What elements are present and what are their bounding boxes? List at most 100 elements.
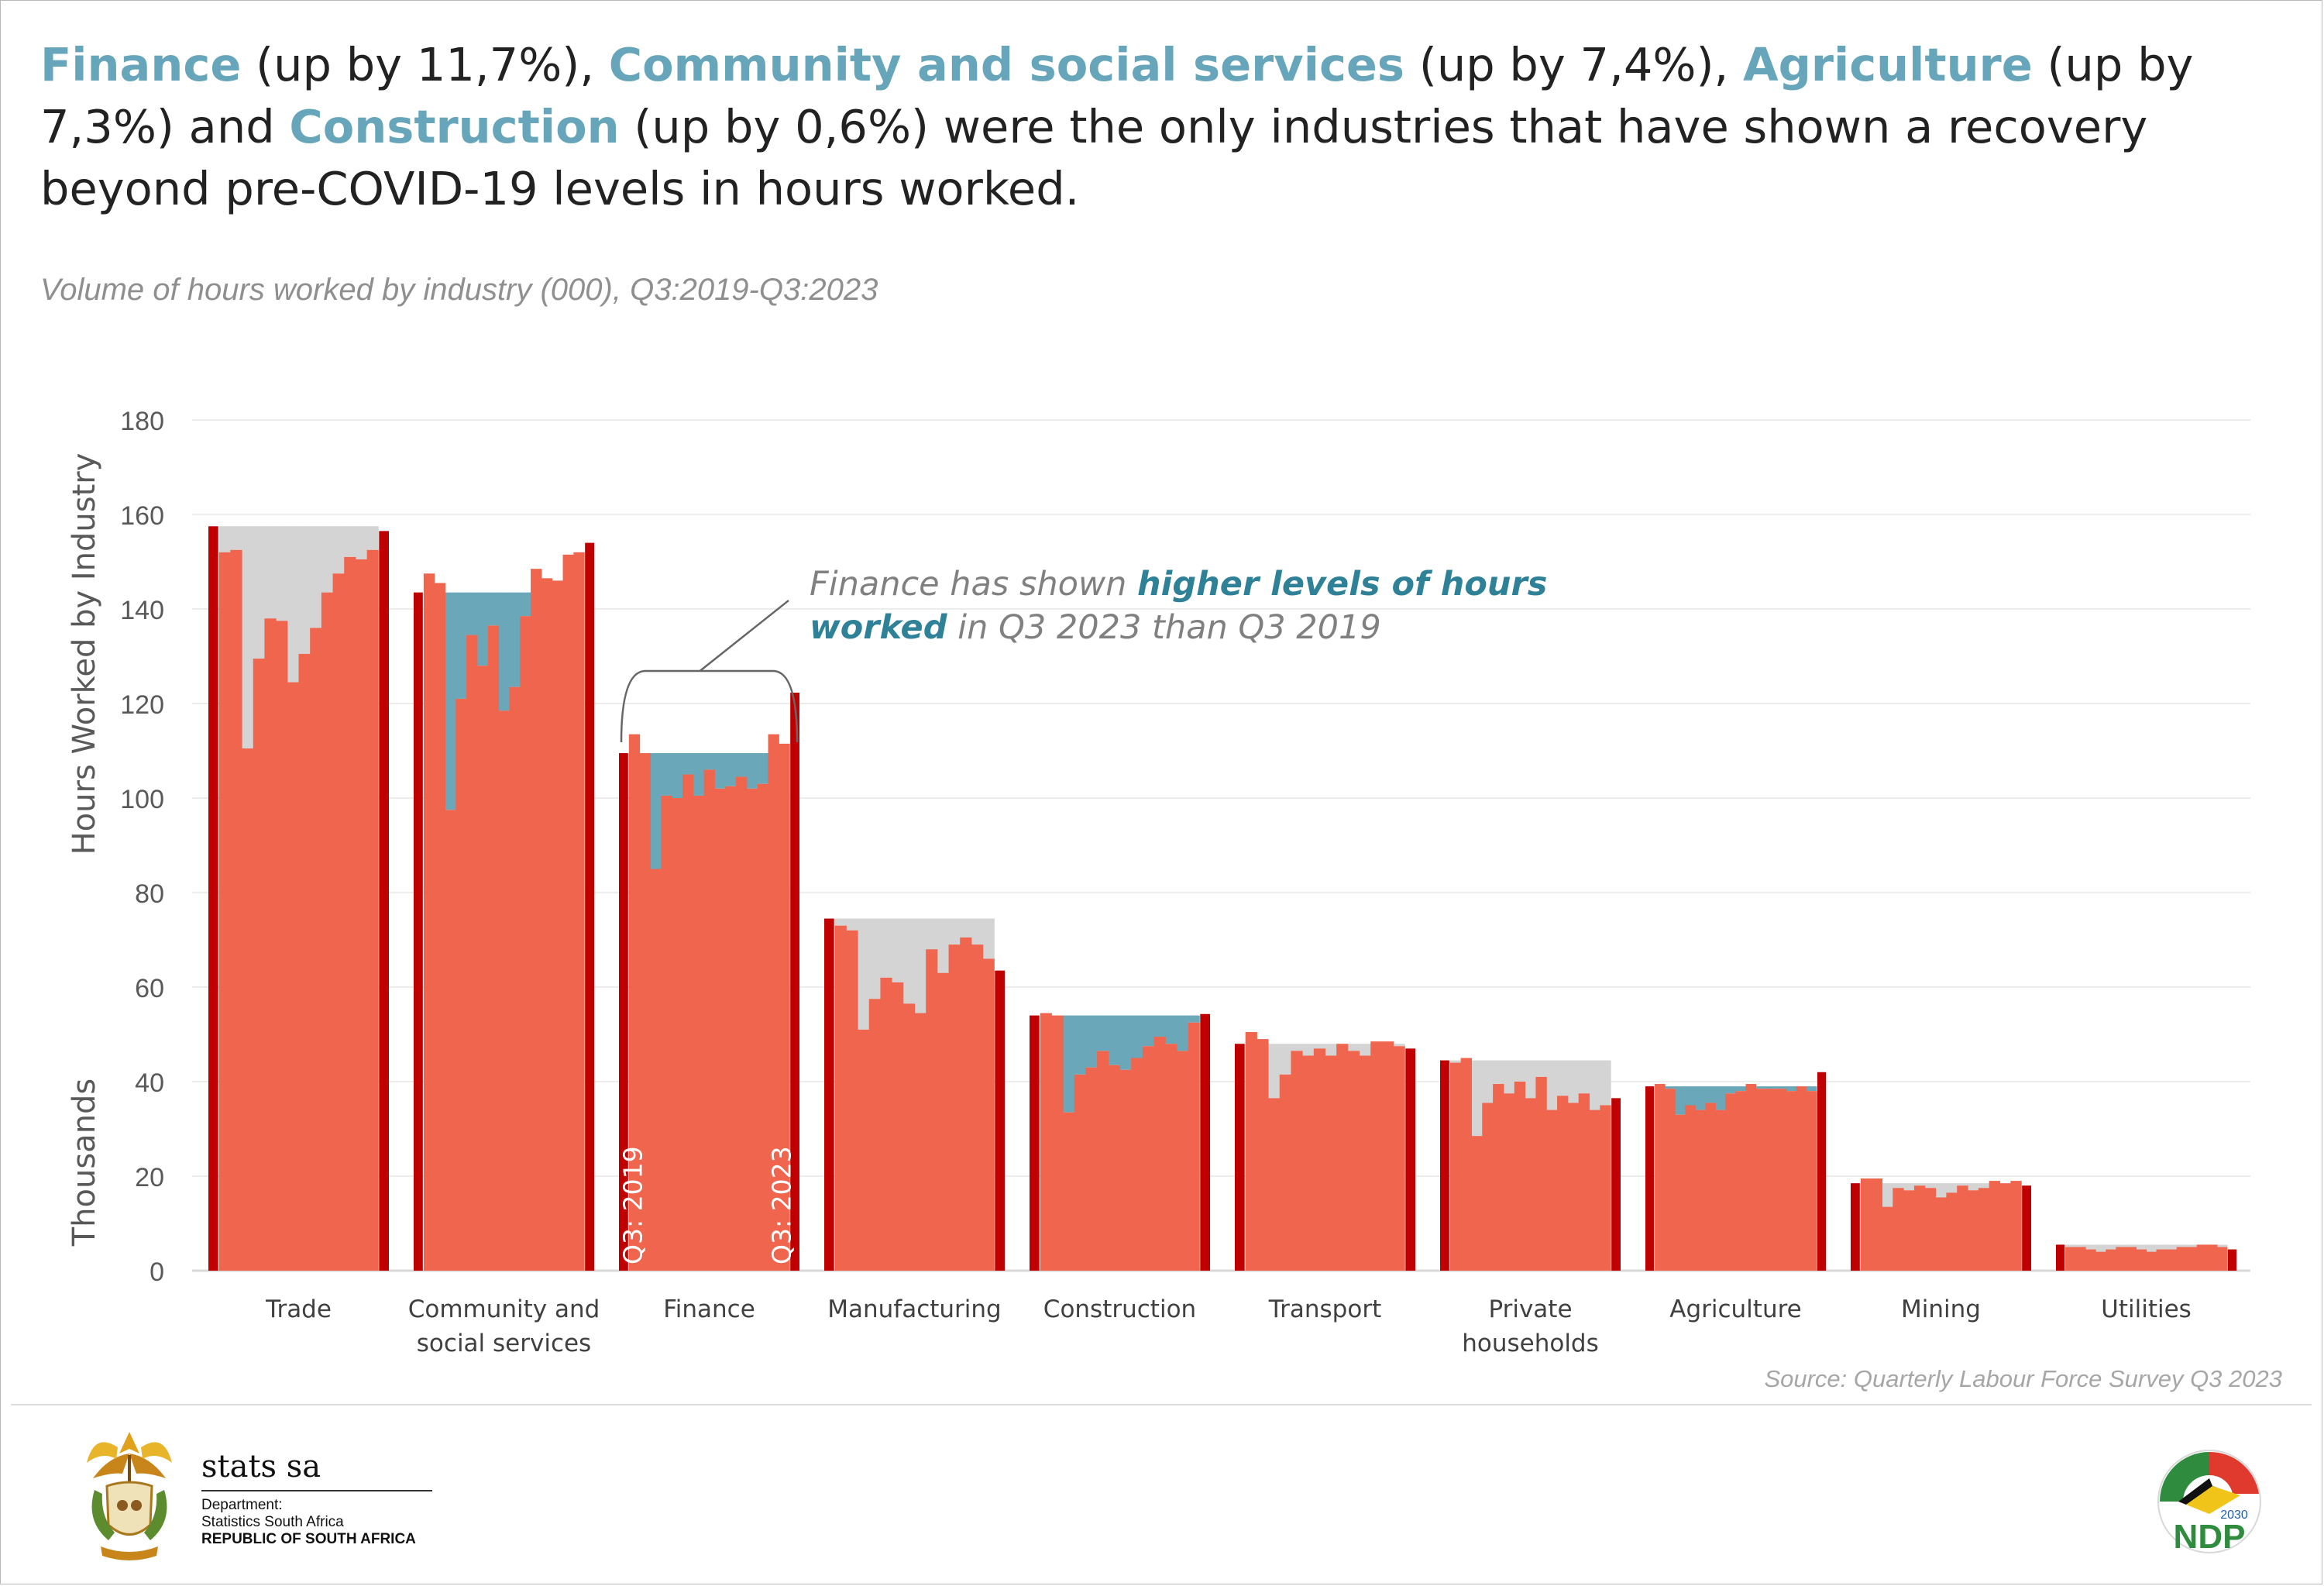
- headline: Finance (up by 11,7%), Community and soc…: [40, 34, 2287, 220]
- gap-area: [498, 592, 510, 711]
- headline-highlight: Finance: [40, 38, 242, 91]
- bar: [1655, 1084, 1666, 1271]
- gap-area: [892, 918, 904, 982]
- gap-area: [746, 753, 758, 789]
- bar: [725, 786, 737, 1271]
- bar: [1097, 1051, 1109, 1271]
- gap-area: [1074, 1015, 1086, 1075]
- bar: [2186, 1247, 2198, 1271]
- gap-area: [1325, 1044, 1337, 1056]
- coat-of-arms-icon: [87, 1432, 172, 1560]
- y-tick-label: 60: [135, 974, 164, 1003]
- gap-area: [1735, 1086, 1747, 1092]
- gap-area: [1705, 1086, 1716, 1103]
- department-label: Department:: [201, 1497, 283, 1513]
- gap-area: [2095, 1244, 2106, 1252]
- headline-highlight: Construction: [289, 100, 620, 153]
- gap-area: [2166, 1244, 2178, 1250]
- y-tick-label: 120: [120, 690, 164, 720]
- bar: [2095, 1251, 2106, 1271]
- bar-endpoint: [2022, 1185, 2031, 1271]
- bar: [1291, 1051, 1303, 1271]
- bar: [948, 944, 961, 1271]
- bar: [2206, 1244, 2218, 1271]
- gap-area: [2075, 1244, 2086, 1247]
- gap-area: [1685, 1086, 1696, 1106]
- gap-area: [1806, 1086, 1817, 1092]
- bar-endpoint: [414, 592, 423, 1271]
- gap-area: [1291, 1044, 1303, 1051]
- bar: [746, 788, 758, 1271]
- bar: [2116, 1247, 2126, 1271]
- bar: [868, 999, 881, 1271]
- bar-endpoint: [619, 753, 628, 1271]
- bar: [1600, 1105, 1611, 1271]
- gap-area: [725, 753, 737, 786]
- bar: [834, 925, 847, 1271]
- gap-area: [1765, 1086, 1777, 1089]
- gap-area: [1347, 1044, 1360, 1051]
- bar: [846, 930, 858, 1271]
- bar-endpoint: [1030, 1015, 1040, 1271]
- gap-area: [1514, 1060, 1526, 1082]
- bar: [2126, 1247, 2137, 1271]
- headline-text: (up by 7,4%),: [1404, 38, 1743, 91]
- gap-area: [2116, 1244, 2126, 1247]
- gap-area: [2126, 1244, 2137, 1247]
- gap-area: [672, 753, 683, 798]
- annotation-text: in Q3 2023 than Q3 2019: [947, 608, 1380, 647]
- bar: [1347, 1051, 1360, 1271]
- gap-area: [661, 753, 672, 796]
- bar: [2136, 1249, 2147, 1271]
- bar: [1449, 1062, 1462, 1271]
- bar: [366, 549, 379, 1271]
- bar-endpoint: [2056, 1244, 2065, 1271]
- gap-area: [1393, 1044, 1405, 1047]
- bar: [1535, 1076, 1547, 1271]
- bar: [880, 977, 892, 1271]
- gap-area: [242, 526, 254, 748]
- bar: [1957, 1185, 1968, 1271]
- gap-area: [971, 918, 984, 945]
- bar: [1765, 1089, 1777, 1271]
- gap-area: [1665, 1086, 1676, 1089]
- headline-text: (up by 7,3%) and: [40, 38, 2194, 153]
- gap-area: [1535, 1060, 1547, 1077]
- bar: [573, 552, 585, 1271]
- bar: [1589, 1110, 1600, 1271]
- bar: [714, 788, 726, 1271]
- bar: [1978, 1188, 1990, 1271]
- bar: [1153, 1037, 1166, 1271]
- bar: [1705, 1103, 1716, 1271]
- bar: [672, 798, 683, 1271]
- annotation-line-1: Finance has shown higher levels of hours: [810, 565, 1547, 604]
- gap-area: [1153, 1015, 1166, 1037]
- bar: [858, 1029, 870, 1271]
- bar: [562, 554, 574, 1271]
- bar: [1924, 1188, 1937, 1271]
- gap-area: [509, 592, 521, 687]
- gap-area: [1893, 1183, 1904, 1189]
- bar: [1755, 1089, 1767, 1271]
- bar: [264, 618, 277, 1271]
- bar: [914, 1013, 927, 1271]
- bar: [1165, 1044, 1177, 1271]
- brand-underline: [201, 1490, 432, 1491]
- bar: [1188, 1022, 1200, 1271]
- bar: [2010, 1181, 2022, 1271]
- bar: [1085, 1067, 1098, 1271]
- bar-endpoint: [824, 918, 834, 1271]
- gap-area: [1786, 1086, 1797, 1092]
- bar: [1745, 1084, 1757, 1271]
- gap-area: [344, 526, 356, 557]
- gap-area: [1313, 1044, 1325, 1049]
- bar: [1503, 1093, 1515, 1271]
- bar: [2216, 1247, 2228, 1271]
- category-label: Mining: [1901, 1295, 1981, 1323]
- bar: [1735, 1091, 1747, 1271]
- bar: [1557, 1096, 1569, 1271]
- category-label: Utilities: [2101, 1295, 2192, 1323]
- bar-endpoint: [1611, 1098, 1621, 1271]
- statssa-logo: [71, 1416, 442, 1575]
- bar: [1665, 1089, 1676, 1271]
